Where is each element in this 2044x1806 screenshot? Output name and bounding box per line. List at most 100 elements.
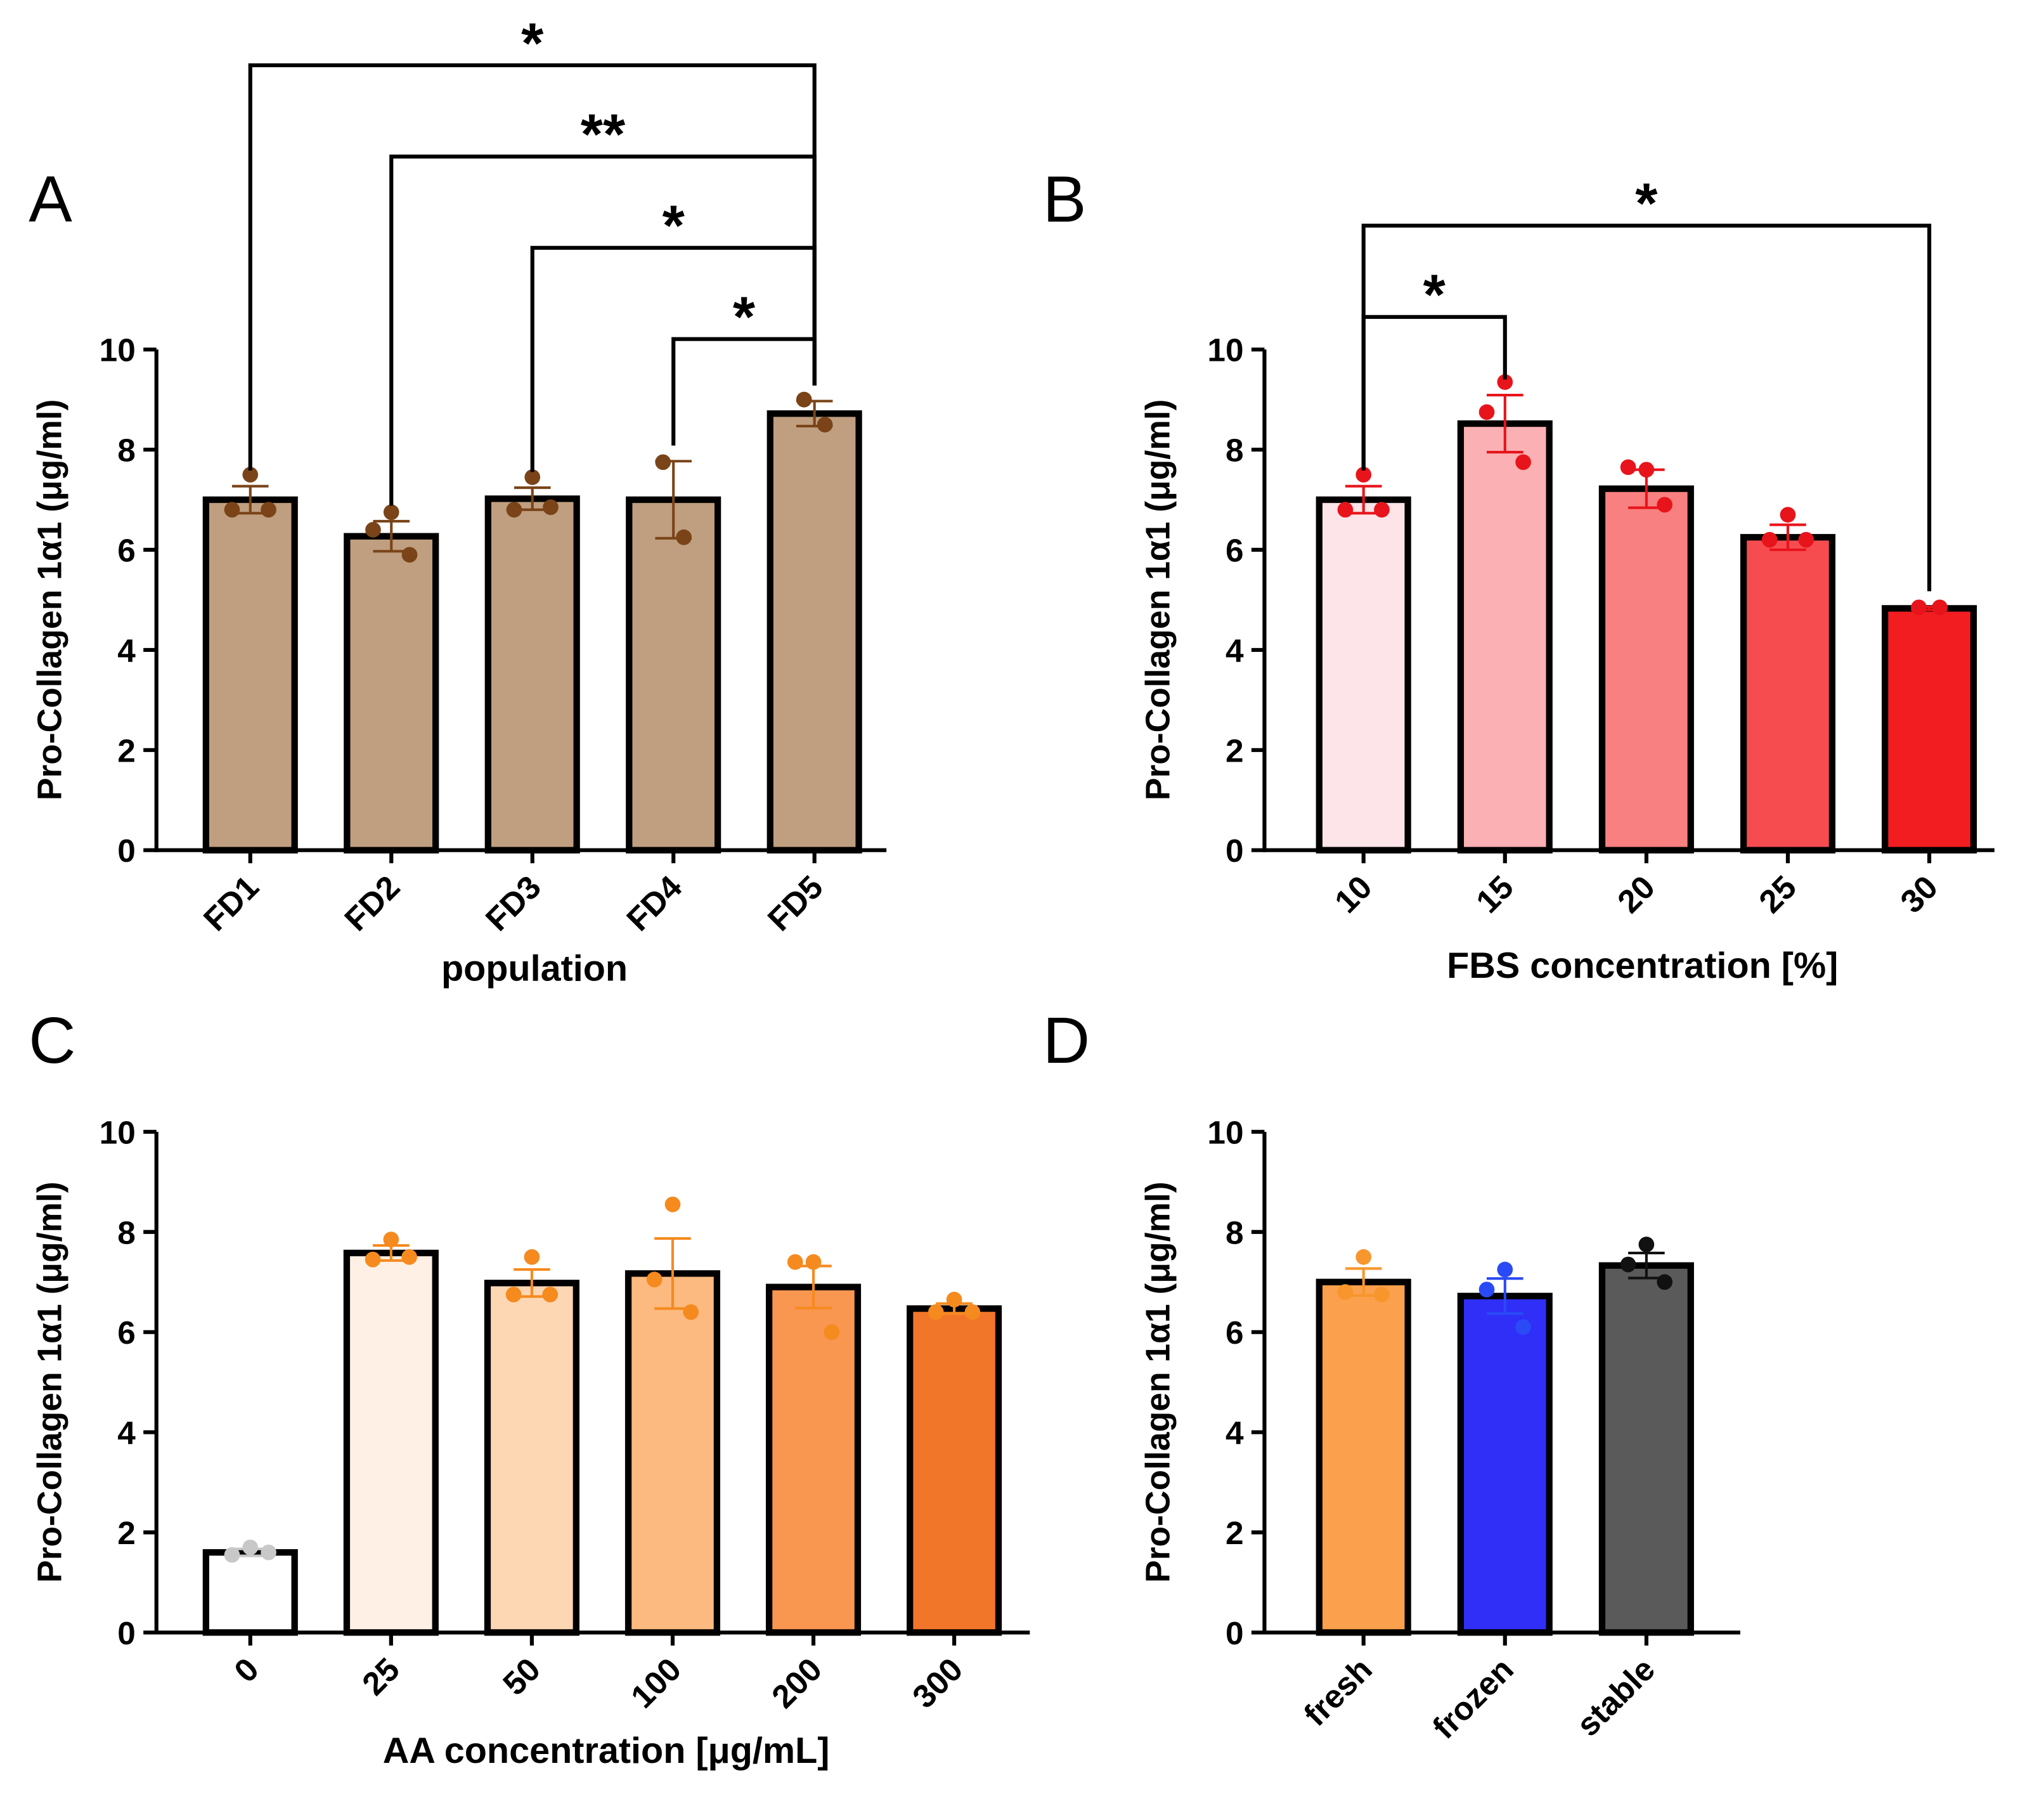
data-point [506, 502, 522, 518]
data-point [824, 1324, 840, 1341]
y-tick-label: 10 [100, 332, 136, 368]
y-tick-label: 0 [1226, 1614, 1244, 1651]
y-tick-label: 2 [117, 1514, 136, 1551]
y-tick-label: 10 [1207, 1114, 1243, 1150]
data-point [505, 1287, 522, 1303]
bar [1316, 1278, 1411, 1636]
y-tick-label: 2 [117, 732, 136, 769]
x-tick-label: fresh [1297, 1651, 1379, 1733]
y-axis-title: Pro-Collagen 1α1 (μg/ml) [32, 1181, 69, 1583]
data-point [401, 547, 418, 563]
bar [626, 496, 721, 854]
data-point [1761, 531, 1778, 548]
data-point [1374, 1287, 1390, 1303]
y-tick-label: 4 [1226, 632, 1244, 668]
data-point [1798, 531, 1814, 548]
data-point [224, 502, 240, 518]
x-tick-label: 25 [355, 1651, 406, 1702]
bar [765, 1283, 862, 1636]
bar [907, 1305, 1002, 1636]
bar [624, 1270, 721, 1636]
x-tick-label: FD4 [619, 868, 689, 938]
panel-label: A [29, 163, 72, 236]
x-tick-label: FD3 [478, 868, 548, 938]
data-point [1337, 502, 1354, 518]
data-point [664, 1196, 681, 1212]
significance-bracket [1361, 223, 1932, 592]
panel: D Pro-Collagen 1α1 (μg/ml) 0 2 4 6 8 10 fresh fro… [1043, 1004, 1740, 1746]
x-tick-label: FD2 [337, 868, 407, 938]
x-tick-label: 50 [496, 1651, 547, 1702]
significance-label: ** [581, 103, 626, 167]
y-tick-label: 4 [117, 632, 136, 668]
x-tick-label: 20 [1610, 868, 1662, 919]
x-tick-label: FD1 [196, 868, 266, 938]
panel-label: C [29, 1004, 75, 1077]
data-point [817, 417, 833, 432]
bar [766, 410, 862, 854]
significance-bracket [248, 63, 817, 471]
x-tick-label: 10 [1327, 868, 1378, 919]
panel: A Pro-Collagen 1α1 (μg/ml) population 0 2 4 6 8… [29, 11, 887, 989]
significance-label: * [1635, 172, 1658, 236]
data-point [542, 1287, 559, 1303]
data-point [1478, 404, 1495, 420]
data-point [1911, 599, 1927, 616]
x-tick-label: 0 [227, 1651, 266, 1689]
y-tick-label: 8 [117, 432, 136, 469]
significance-label: * [1423, 263, 1446, 327]
bar [484, 1280, 579, 1636]
data-point [1657, 1274, 1673, 1290]
data-point [805, 1254, 822, 1270]
bar [1457, 1292, 1553, 1636]
significance-label: * [521, 11, 544, 75]
data-point [646, 1271, 663, 1288]
y-tick-label: 4 [117, 1414, 136, 1451]
y-tick-label: 10 [100, 1114, 136, 1150]
bar [1316, 496, 1411, 854]
x-tick-label: 300 [905, 1651, 970, 1715]
x-tick-label: 25 [1752, 868, 1803, 919]
x-tick-label: 30 [1893, 868, 1944, 919]
panel-label: D [1043, 1004, 1090, 1077]
y-tick-label: 2 [1226, 1514, 1244, 1551]
y-tick-label: 4 [1226, 1414, 1244, 1451]
bar [344, 533, 439, 854]
data-point [383, 504, 399, 521]
data-point [383, 1231, 399, 1247]
data-point [365, 522, 381, 538]
data-point [1620, 459, 1636, 476]
bar [1598, 1262, 1694, 1636]
x-tick-label: stable [1569, 1651, 1662, 1743]
y-tick-label: 2 [1226, 732, 1244, 769]
y-tick-label: 0 [117, 832, 136, 869]
x-tick-label: 200 [765, 1651, 829, 1715]
data-point [683, 1304, 699, 1320]
y-tick-label: 8 [117, 1214, 136, 1251]
bar [1598, 485, 1694, 854]
significance-label: * [733, 285, 756, 349]
data-point [401, 1249, 417, 1265]
data-point [676, 529, 692, 545]
data-point [796, 391, 812, 408]
bar [202, 1549, 298, 1636]
data-point [1374, 502, 1390, 518]
data-point [655, 454, 671, 471]
x-axis-title: FBS concentration [%] [1447, 945, 1838, 986]
x-axis-title: AA concentration [μg/mL] [383, 1731, 830, 1771]
y-tick-label: 8 [1226, 1214, 1244, 1251]
y-tick-label: 0 [117, 1614, 136, 1651]
panel: C Pro-Collagen 1α1 (μg/ml) AA concentratio… [29, 1004, 1030, 1771]
y-tick-label: 8 [1226, 432, 1244, 469]
data-point [1638, 462, 1655, 478]
y-tick-label: 6 [117, 532, 136, 569]
x-tick-label: 15 [1469, 868, 1520, 919]
bar [1740, 534, 1836, 854]
data-point [1497, 1261, 1513, 1278]
bar [343, 1249, 439, 1636]
y-axis-title: Pro-Collagen 1α1 (μg/ml) [1139, 400, 1177, 801]
data-point [1620, 1256, 1636, 1273]
panel: B Pro-Collagen 1α1 (μg/ml) FBS concentrati… [1043, 163, 1995, 986]
data-point [928, 1304, 944, 1320]
y-tick-label: 6 [1226, 1314, 1244, 1351]
